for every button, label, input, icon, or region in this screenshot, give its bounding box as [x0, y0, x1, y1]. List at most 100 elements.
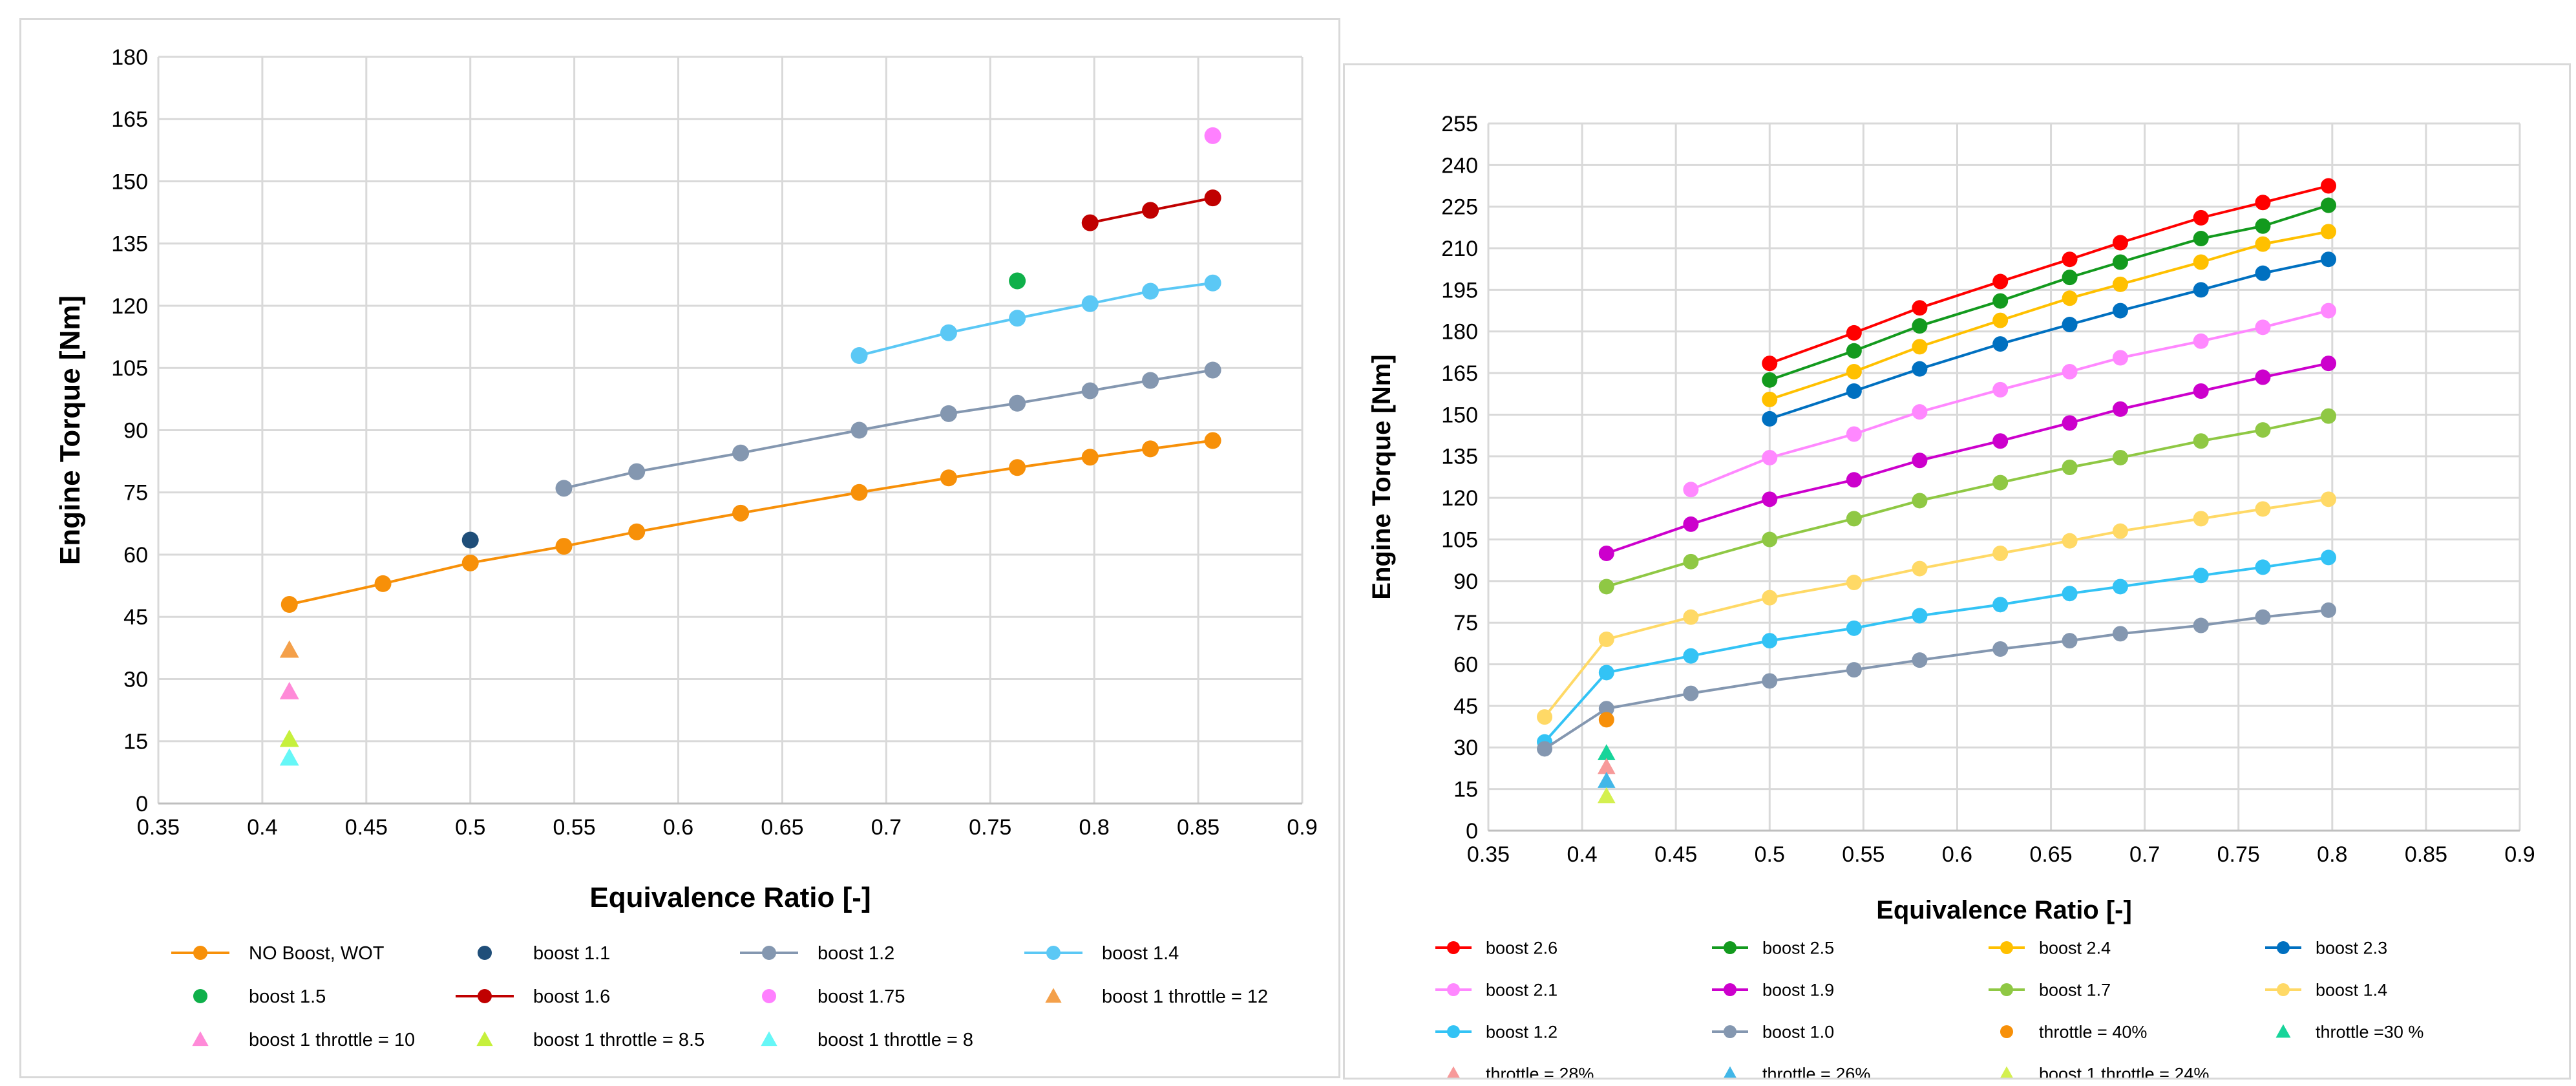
- series-boost-1-6: [1081, 189, 1221, 231]
- legend-swatch-marker: [1447, 941, 1460, 954]
- data-point-boost-2-4: [1912, 339, 1928, 355]
- data-point-boost-1-0: [1683, 685, 1699, 701]
- legend-label: boost 1.6: [533, 986, 610, 1007]
- data-point-boost-1-4: [1142, 282, 1159, 300]
- y-tick-label: 255: [1441, 112, 1478, 136]
- legend-label: boost 1.4: [2316, 980, 2387, 999]
- data-point-boost-1-1: [461, 531, 479, 549]
- legend-swatch-marker: [478, 946, 492, 960]
- legend-label: boost 1.5: [249, 986, 326, 1007]
- legend-item-boost-1-throttle-8-5: boost 1 throttle = 8.5: [476, 1030, 704, 1050]
- y-tick-label: 105: [111, 356, 148, 381]
- series-boost-1-7: [1598, 408, 2337, 595]
- legend-swatch-marker: [2000, 1025, 2013, 1038]
- torque-chart-right: 0.35 0.4 0.45 0.5 0.55 0.6 0.65 0.7 0.75 0.8 0.85 0…: [1367, 112, 2535, 1084]
- series-line-boost-1-9: [1606, 362, 2329, 555]
- legend-label: boost 1.2: [818, 943, 894, 964]
- data-point-boost-1-4: [2255, 501, 2271, 517]
- data-point-boost-2-6: [2321, 178, 2337, 194]
- chart1-legend: NO Boost, WOT boost 1.1 boost 1.2 boost 1.4…: [171, 943, 1268, 1050]
- legend-label: boost 1.4: [1102, 943, 1179, 964]
- data-point-boost-1-4: [1009, 310, 1026, 327]
- series-line-boost-1-7: [1606, 414, 2329, 588]
- data-point-boost-1-4: [1598, 631, 1614, 647]
- data-point-throttle-40: [1598, 712, 1614, 728]
- data-point-boost-1-7: [1846, 511, 1862, 527]
- y-tick-label: 105: [1441, 527, 1478, 552]
- legend-item-boost-1-2: boost 1.2: [1435, 1022, 1557, 1041]
- legend-swatch-marker: [193, 989, 207, 1003]
- data-point-boost-1-9: [1762, 491, 1778, 507]
- legend-label: throttle = 28%: [1486, 1064, 1594, 1078]
- y-tick-label: 75: [123, 481, 148, 506]
- data-point-boost-1-9: [1683, 516, 1699, 532]
- chart-panel-right: 0.35 0.4 0.45 0.5 0.55 0.6 0.65 0.7 0.75 0.8 0.85 0…: [1343, 63, 2571, 1084]
- y-tick-label: 165: [1441, 361, 1478, 386]
- y-tick-label: 15: [1453, 778, 1478, 802]
- data-point-boost-1-4: [1204, 274, 1221, 292]
- legend-item-boost-2-4: boost 2.4: [1989, 938, 2111, 957]
- data-point-boost-1-5: [1009, 272, 1026, 290]
- data-point-boost-2-6: [2193, 209, 2209, 226]
- data-point-boost-1-0: [2112, 626, 2128, 642]
- x-tick-label: 0.85: [1177, 815, 1219, 840]
- data-point-boost-1-4: [1683, 609, 1699, 625]
- data-point-boost-1-9: [1846, 472, 1862, 488]
- chart2-legend: boost 2.6 boost 2.5 boost 2.4 boost 2.3 boos…: [1435, 938, 2423, 1083]
- series-line-boost-1-0: [1543, 608, 2329, 751]
- data-point-boost-2-3: [2321, 251, 2337, 268]
- data-point-boost-1-4: [1992, 545, 2009, 561]
- x-tick-label: 0.5: [1755, 842, 1785, 867]
- data-point-boost-1-6: [1081, 214, 1099, 231]
- x-tick-label: 0.6: [663, 815, 693, 840]
- legend-label: boost 1 throttle = 10: [249, 1030, 415, 1050]
- data-point-boost-1-throttle-8: [279, 748, 299, 766]
- y-tick-label: 60: [1453, 652, 1478, 677]
- legend-swatch-marker: [478, 989, 492, 1003]
- data-point-boost-2-6: [2255, 195, 2271, 211]
- data-point-boost-1-2: [2255, 559, 2271, 575]
- legend-label: boost 2.4: [2039, 938, 2111, 957]
- legend-label: boost 1.75: [818, 986, 905, 1007]
- y-tick-label: 0: [136, 792, 148, 816]
- data-point-throttle-28: [1598, 758, 1616, 774]
- legend-swatch-marker: [1045, 988, 1062, 1003]
- data-point-boost-1-2: [1598, 665, 1614, 681]
- y-tick-label: 120: [1441, 486, 1478, 511]
- data-point-no-boost-wot: [555, 538, 573, 555]
- data-point-boost-1-2: [2321, 549, 2337, 566]
- legend-label: boost 1 throttle = 8.5: [533, 1030, 704, 1050]
- data-point-boost-1-7: [2112, 449, 2128, 465]
- data-point-boost-1-7: [2255, 422, 2271, 438]
- series-boost-2-5: [1762, 197, 2337, 388]
- y-tick-label: 135: [111, 232, 148, 257]
- chart-panel-left: 0.35 0.4 0.45 0.5 0.55 0.6 0.65 0.7 0.75 0.8 0.85 0…: [19, 18, 1340, 1078]
- legend-item-boost-1-7: boost 1.7: [1989, 980, 2111, 999]
- legend-label: throttle =30 %: [2316, 1022, 2423, 1041]
- data-point-boost-2-5: [1992, 293, 2009, 309]
- y-tick-label: 30: [123, 667, 148, 692]
- y-tick-label: 45: [1453, 694, 1478, 719]
- legend-item-boost-1-throttle-10: boost 1 throttle = 10: [192, 1030, 415, 1050]
- legend-label: boost 1 throttle = 8: [818, 1030, 973, 1050]
- data-point-boost-1-4: [1846, 575, 1862, 591]
- data-point-no-boost-wot: [1204, 432, 1221, 449]
- data-point-boost-1-6: [1142, 202, 1159, 219]
- data-point-boost-1-0: [2321, 602, 2337, 618]
- legend-swatch-marker: [1446, 1066, 1461, 1080]
- data-point-no-boost-wot: [1081, 449, 1099, 466]
- torque-chart-left: 0.35 0.4 0.45 0.5 0.55 0.6 0.65 0.7 0.75 0.8 0.85 0…: [54, 45, 1318, 1050]
- data-point-boost-2-1: [2193, 333, 2209, 349]
- data-point-boost-1-throttle-12: [279, 640, 299, 658]
- data-point-boost-1-2: [1142, 372, 1159, 389]
- data-point-boost-1-7: [2062, 459, 2078, 475]
- legend-item-boost-1-6: boost 1.6: [456, 986, 610, 1007]
- data-point-boost-1-2: [732, 444, 750, 462]
- x-tick-label: 0.45: [345, 815, 388, 840]
- data-point-boost-1-2: [850, 421, 868, 439]
- series-boost-1-0: [1537, 602, 2337, 757]
- series-boost-1-4: [1537, 491, 2337, 725]
- legend-item-throttle-28: throttle = 28%: [1446, 1064, 1594, 1083]
- x-tick-label: 0.4: [1567, 842, 1597, 867]
- data-point-boost-2-6: [2062, 251, 2078, 268]
